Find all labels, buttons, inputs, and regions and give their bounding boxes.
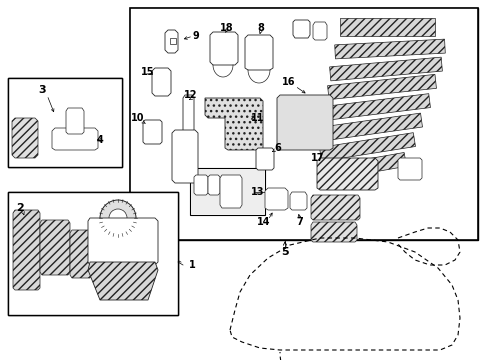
- Polygon shape: [397, 158, 421, 180]
- Polygon shape: [40, 220, 70, 275]
- Text: 4: 4: [97, 135, 103, 145]
- Polygon shape: [52, 128, 98, 150]
- Circle shape: [110, 234, 126, 250]
- Text: 2: 2: [16, 203, 24, 213]
- Bar: [334, 39, 445, 59]
- Text: 8: 8: [257, 23, 264, 33]
- Bar: [130, 8, 477, 240]
- Polygon shape: [220, 175, 242, 208]
- Bar: [329, 57, 442, 81]
- Bar: [131, 9, 476, 239]
- Text: 15: 15: [141, 67, 154, 77]
- Text: 11: 11: [251, 113, 264, 123]
- Bar: [8, 78, 122, 167]
- Polygon shape: [292, 20, 309, 38]
- Text: 14: 14: [257, 217, 270, 227]
- Polygon shape: [164, 30, 178, 53]
- Polygon shape: [170, 38, 176, 44]
- Bar: [8, 192, 178, 315]
- Bar: [319, 132, 415, 161]
- Polygon shape: [310, 195, 359, 220]
- Text: 5: 5: [281, 247, 288, 257]
- Polygon shape: [142, 120, 162, 144]
- Bar: [327, 75, 436, 100]
- Polygon shape: [172, 130, 198, 183]
- Polygon shape: [207, 175, 220, 195]
- Bar: [8, 78, 122, 167]
- Bar: [8, 192, 178, 315]
- Polygon shape: [209, 32, 238, 65]
- Circle shape: [133, 243, 142, 253]
- Bar: [317, 153, 406, 181]
- Text: 1: 1: [188, 260, 195, 270]
- Text: 3: 3: [38, 85, 46, 95]
- Polygon shape: [70, 230, 92, 278]
- Text: 7: 7: [296, 217, 303, 227]
- Polygon shape: [88, 262, 158, 300]
- Text: 9: 9: [192, 31, 199, 41]
- Polygon shape: [13, 210, 40, 290]
- Bar: [324, 94, 429, 120]
- Text: 17: 17: [311, 153, 324, 163]
- Bar: [190, 168, 264, 215]
- Bar: [191, 169, 264, 214]
- Text: 12: 12: [184, 90, 197, 100]
- Polygon shape: [310, 222, 356, 242]
- Polygon shape: [12, 118, 38, 158]
- Circle shape: [128, 222, 148, 242]
- Polygon shape: [264, 188, 287, 210]
- Text: 10: 10: [131, 113, 144, 123]
- Polygon shape: [289, 192, 306, 210]
- Circle shape: [100, 200, 136, 236]
- Polygon shape: [194, 175, 207, 195]
- Polygon shape: [66, 108, 84, 134]
- Polygon shape: [88, 218, 158, 265]
- Circle shape: [298, 119, 310, 131]
- Circle shape: [292, 113, 316, 137]
- Text: 13: 13: [251, 187, 264, 197]
- Polygon shape: [152, 68, 171, 96]
- Circle shape: [109, 209, 127, 227]
- Bar: [130, 8, 477, 240]
- Text: 16: 16: [282, 77, 295, 87]
- Bar: [9, 79, 121, 166]
- Polygon shape: [316, 158, 377, 190]
- Bar: [9, 193, 177, 314]
- Bar: [321, 113, 422, 141]
- Bar: [339, 18, 434, 36]
- Polygon shape: [183, 95, 194, 144]
- Polygon shape: [244, 35, 272, 70]
- Polygon shape: [204, 98, 263, 150]
- Polygon shape: [256, 148, 273, 170]
- Text: 18: 18: [220, 23, 233, 33]
- Polygon shape: [312, 22, 326, 40]
- Circle shape: [133, 227, 142, 237]
- Circle shape: [126, 228, 134, 236]
- Text: 6: 6: [274, 143, 281, 153]
- Polygon shape: [276, 95, 332, 150]
